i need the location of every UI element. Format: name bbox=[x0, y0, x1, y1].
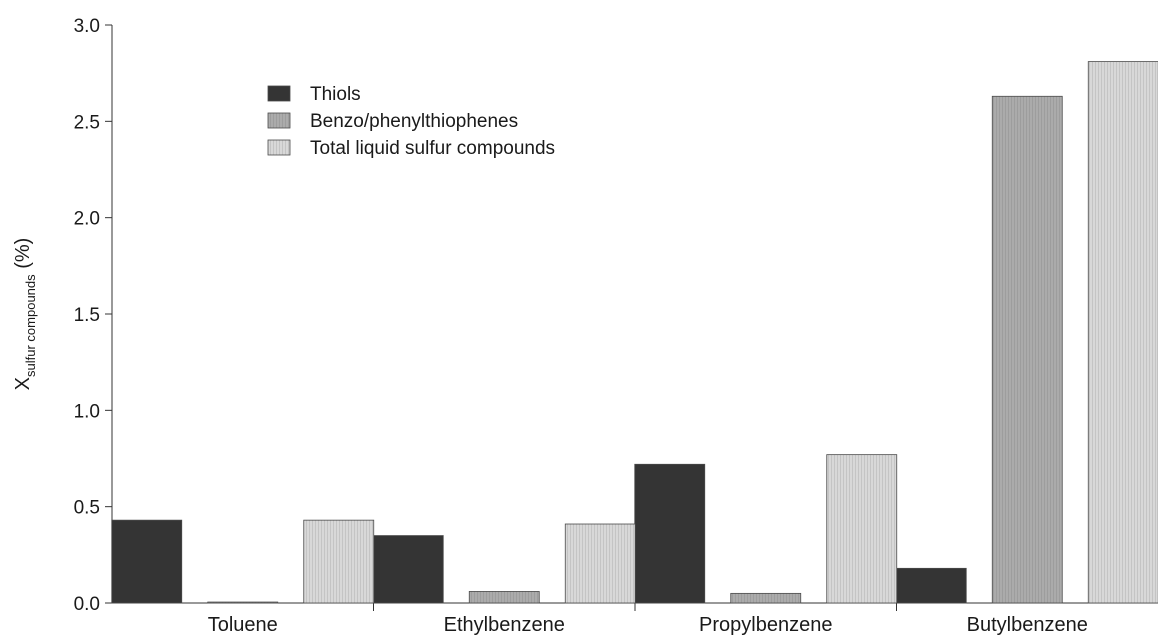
y-tick-label: 1.0 bbox=[74, 401, 100, 422]
legend-label: Total liquid sulfur compounds bbox=[310, 138, 555, 159]
legend-label: Benzo/phenylthiophenes bbox=[310, 111, 518, 132]
y-tick-label: 2.0 bbox=[74, 209, 100, 230]
legend-label: Thiols bbox=[310, 84, 361, 105]
legend-swatch bbox=[267, 112, 291, 129]
bar bbox=[895, 567, 967, 604]
bar bbox=[564, 523, 636, 604]
x-axis: Toluene Ethylbenzene Propylbenzene Butylben… bbox=[112, 602, 1158, 635]
y-tick-label: 3.0 bbox=[74, 16, 100, 37]
bar bbox=[991, 95, 1063, 604]
bar bbox=[372, 535, 444, 604]
y-tick-label: 1.5 bbox=[74, 305, 100, 326]
y-tick-label: 2.5 bbox=[74, 112, 100, 133]
bar bbox=[1087, 61, 1158, 604]
x-tick-label: Propylbenzene bbox=[699, 614, 832, 635]
bar bbox=[303, 519, 375, 604]
bar bbox=[730, 592, 802, 604]
y-axis-title-subscript: sulfur compounds bbox=[23, 274, 38, 377]
bar bbox=[468, 591, 540, 604]
legend-swatch bbox=[267, 85, 291, 102]
y-axis: 0.0 0.5 1.0 1.5 2.0 2.5 3.0 bbox=[74, 16, 113, 615]
x-tick-label: Butylbenzene bbox=[967, 614, 1088, 635]
legend-swatch bbox=[267, 139, 291, 156]
bars bbox=[111, 61, 1158, 604]
y-axis-title-main: X bbox=[12, 377, 34, 390]
y-axis-title-suffix: (%) bbox=[12, 238, 34, 275]
legend: Thiols Benzo/phenylthiophenes Total liquid… bbox=[267, 84, 555, 159]
y-axis-title: Xsulfur compounds (%) bbox=[12, 238, 38, 391]
y-tick-label: 0.0 bbox=[74, 594, 100, 615]
y-tick-label: 0.5 bbox=[74, 498, 100, 519]
bar bbox=[207, 601, 279, 604]
bar bbox=[826, 454, 898, 604]
x-tick-label: Ethylbenzene bbox=[444, 614, 565, 635]
bar bbox=[111, 519, 183, 604]
x-tick-label: Toluene bbox=[208, 614, 278, 635]
bar bbox=[634, 463, 706, 604]
